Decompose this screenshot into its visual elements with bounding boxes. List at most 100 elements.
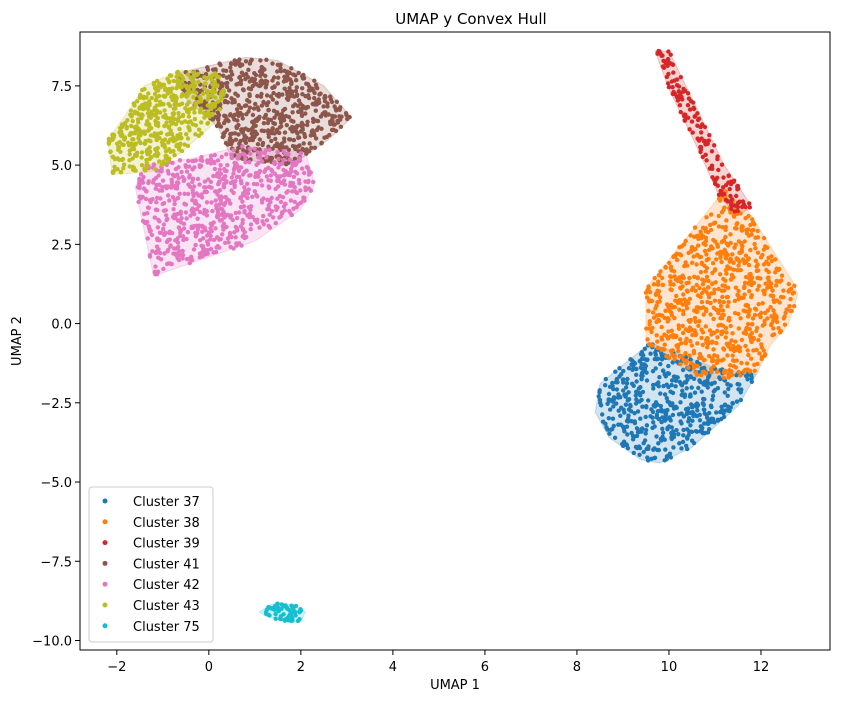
data-point xyxy=(240,116,245,121)
data-point xyxy=(257,114,262,120)
data-point xyxy=(154,200,159,205)
data-point xyxy=(137,185,142,191)
data-point xyxy=(634,379,639,384)
data-point xyxy=(704,252,709,257)
data-point xyxy=(659,324,664,330)
data-point xyxy=(189,207,194,213)
data-point xyxy=(312,95,317,101)
data-point xyxy=(665,336,671,341)
data-point xyxy=(692,225,698,230)
data-point xyxy=(291,137,297,143)
data-point xyxy=(689,385,694,390)
data-point xyxy=(221,227,226,232)
data-point xyxy=(667,400,672,405)
data-point xyxy=(682,118,687,123)
data-point xyxy=(603,376,608,382)
data-point xyxy=(659,275,665,281)
data-point xyxy=(618,395,623,400)
data-point xyxy=(668,265,673,271)
data-point xyxy=(705,141,710,146)
data-point xyxy=(724,218,729,223)
data-point xyxy=(225,236,231,241)
data-point xyxy=(294,93,300,99)
data-point xyxy=(700,369,706,375)
data-point xyxy=(732,348,737,354)
data-point xyxy=(691,106,697,112)
data-point xyxy=(639,356,644,362)
data-point xyxy=(338,117,343,122)
data-point xyxy=(215,235,221,241)
data-point xyxy=(766,278,771,284)
data-point xyxy=(274,93,280,98)
data-point xyxy=(668,52,673,57)
data-point xyxy=(690,260,695,265)
data-point xyxy=(173,106,178,111)
data-point xyxy=(752,241,757,247)
data-point xyxy=(162,94,168,99)
data-point xyxy=(138,92,143,98)
data-point xyxy=(130,164,135,169)
data-point xyxy=(300,92,305,97)
data-point xyxy=(624,424,630,429)
data-point xyxy=(162,108,167,113)
data-point xyxy=(749,379,754,384)
data-point xyxy=(311,179,316,185)
data-point xyxy=(136,199,141,205)
data-point xyxy=(159,188,165,193)
data-point xyxy=(647,319,652,324)
data-point xyxy=(245,191,251,196)
data-point xyxy=(212,153,217,158)
data-point xyxy=(749,275,755,280)
data-point xyxy=(272,115,277,120)
data-point xyxy=(691,348,697,354)
data-point xyxy=(186,100,191,105)
data-point xyxy=(699,355,704,361)
data-point xyxy=(719,162,725,167)
data-point xyxy=(669,382,674,388)
data-point xyxy=(314,84,319,90)
data-point xyxy=(273,616,278,621)
data-point xyxy=(693,370,698,375)
data-point xyxy=(273,611,278,617)
data-point xyxy=(726,299,731,305)
data-point xyxy=(293,189,298,194)
data-point xyxy=(180,256,185,261)
data-point xyxy=(313,108,318,113)
data-point xyxy=(720,283,725,288)
data-point xyxy=(221,185,227,190)
data-point xyxy=(770,288,775,293)
data-point xyxy=(635,430,641,435)
data-point xyxy=(215,158,221,163)
data-point xyxy=(714,340,719,346)
data-point xyxy=(147,252,153,258)
data-point xyxy=(229,96,234,101)
data-point xyxy=(278,174,283,179)
data-point xyxy=(786,289,791,294)
data-point xyxy=(638,393,643,398)
data-point xyxy=(163,137,168,142)
y-tick-label: −7.5 xyxy=(40,555,72,570)
data-point xyxy=(255,142,261,147)
data-point xyxy=(282,106,288,112)
data-point xyxy=(769,258,774,264)
data-point xyxy=(766,275,771,280)
data-point xyxy=(681,275,686,281)
data-point xyxy=(736,311,741,317)
data-point xyxy=(693,288,698,293)
data-point xyxy=(696,243,701,248)
y-tick-label: 0.0 xyxy=(51,318,72,333)
data-point xyxy=(211,250,216,255)
data-point xyxy=(187,164,192,169)
data-point xyxy=(720,323,725,328)
data-point xyxy=(641,367,647,373)
data-point xyxy=(234,225,239,231)
data-point xyxy=(118,149,123,154)
data-point xyxy=(232,131,238,136)
data-point xyxy=(162,251,167,256)
data-point xyxy=(702,248,708,254)
data-point xyxy=(270,97,276,102)
data-point xyxy=(710,397,715,402)
data-point xyxy=(316,97,321,102)
data-point xyxy=(178,141,183,146)
